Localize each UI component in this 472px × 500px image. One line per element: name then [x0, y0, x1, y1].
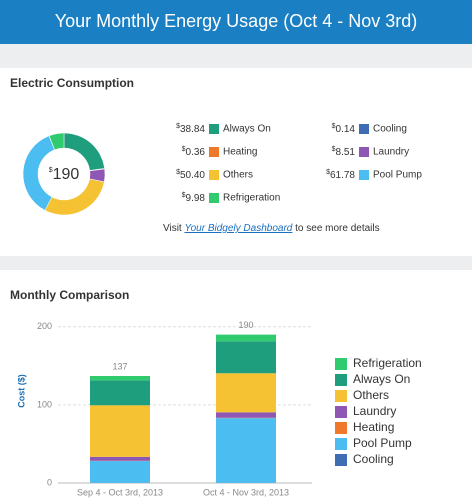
legend-label: Others — [353, 388, 389, 402]
legend-label: Cooling — [353, 452, 394, 466]
bar-segment — [90, 461, 150, 483]
currency: $ — [332, 146, 336, 153]
consumption-panel — [0, 68, 472, 256]
legend-label: Always On — [223, 124, 271, 135]
legend-swatch — [359, 170, 369, 180]
legend-label: Refrigeration — [223, 193, 280, 204]
legend-swatch — [335, 406, 347, 418]
legend-label: Pool Pump — [353, 436, 412, 450]
y-tick-label: 200 — [37, 321, 52, 331]
currency: $ — [326, 169, 330, 176]
link-suffix: to see more details — [295, 223, 380, 234]
total: 190 — [53, 166, 80, 183]
value: 0.36 — [186, 147, 206, 158]
header-title: Your Monthly Energy Usage (Oct 4 - Nov 3… — [55, 11, 418, 31]
details-text: Visit Your Bidgely Dashboard to see more… — [163, 223, 380, 234]
legend-label: Pool Pump — [373, 170, 422, 181]
currency: $ — [49, 167, 53, 174]
bar-segment — [90, 380, 150, 406]
legend-label: Heating — [223, 147, 257, 158]
currency: $ — [332, 123, 336, 130]
value: 0.14 — [336, 124, 356, 135]
legend-swatch — [335, 438, 347, 450]
dashboard-link[interactable]: Your Bidgely Dashboard — [185, 223, 293, 234]
currency: $ — [176, 123, 180, 130]
legend-swatch — [209, 124, 219, 134]
legend-swatch — [209, 147, 219, 157]
value: 8.51 — [336, 147, 356, 158]
bar-segment — [90, 456, 150, 461]
legend-label: Always On — [353, 372, 410, 386]
legend-swatch — [335, 374, 347, 386]
value: 38.84 — [180, 124, 205, 135]
currency: $ — [176, 169, 180, 176]
bar-total: 137 — [112, 361, 127, 371]
legend-swatch — [335, 358, 347, 370]
bar-segment — [216, 418, 276, 483]
legend-swatch — [209, 193, 219, 203]
panel-title: Monthly Comparison — [10, 288, 129, 302]
y-tick-label: 100 — [37, 399, 52, 409]
legend-label: Others — [223, 170, 253, 181]
legend-value: $50.40 — [176, 169, 205, 181]
currency: $ — [182, 192, 186, 199]
legend-swatch — [209, 170, 219, 180]
legend-value: $0.36 — [182, 146, 206, 158]
legend-swatch — [335, 390, 347, 402]
legend-label: Heating — [353, 420, 394, 434]
bar-segment — [216, 412, 276, 418]
legend-swatch — [335, 422, 347, 434]
bar-segment — [216, 373, 276, 413]
bar-segment — [216, 341, 276, 374]
legend-label: Refrigeration — [353, 356, 422, 370]
legend-value: $0.14 — [332, 123, 356, 135]
legend-label: Laundry — [353, 404, 396, 418]
value: 61.78 — [330, 170, 355, 181]
legend-swatch — [359, 147, 369, 157]
header-bar — [0, 0, 472, 44]
link-prefix: Visit — [163, 223, 182, 234]
bar-total: 190 — [238, 320, 253, 330]
legend-value: $38.84 — [176, 123, 205, 135]
donut-center: $190 — [49, 166, 80, 183]
currency: $ — [182, 146, 186, 153]
y-tick-label: 0 — [47, 477, 52, 487]
legend-swatch — [359, 124, 369, 134]
legend-label: Laundry — [373, 147, 409, 158]
legend-value: $9.98 — [182, 192, 206, 204]
x-tick-label: Oct 4 - Nov 3rd, 2013 — [203, 487, 289, 497]
value: 50.40 — [180, 170, 205, 181]
bar-segment — [216, 334, 276, 342]
legend-value: $61.78 — [326, 169, 355, 181]
panel-title: Electric Consumption — [10, 76, 134, 90]
legend-label: Cooling — [373, 124, 407, 135]
legend-swatch — [335, 454, 347, 466]
bar-segment — [90, 376, 150, 381]
y-axis-label: Cost ($) — [16, 374, 26, 408]
value: 9.98 — [186, 193, 206, 204]
bar-segment — [90, 405, 150, 457]
donut-slice — [48, 132, 65, 151]
legend-value: $8.51 — [332, 146, 356, 158]
x-tick-label: Sep 4 - Oct 3rd, 2013 — [77, 487, 163, 497]
